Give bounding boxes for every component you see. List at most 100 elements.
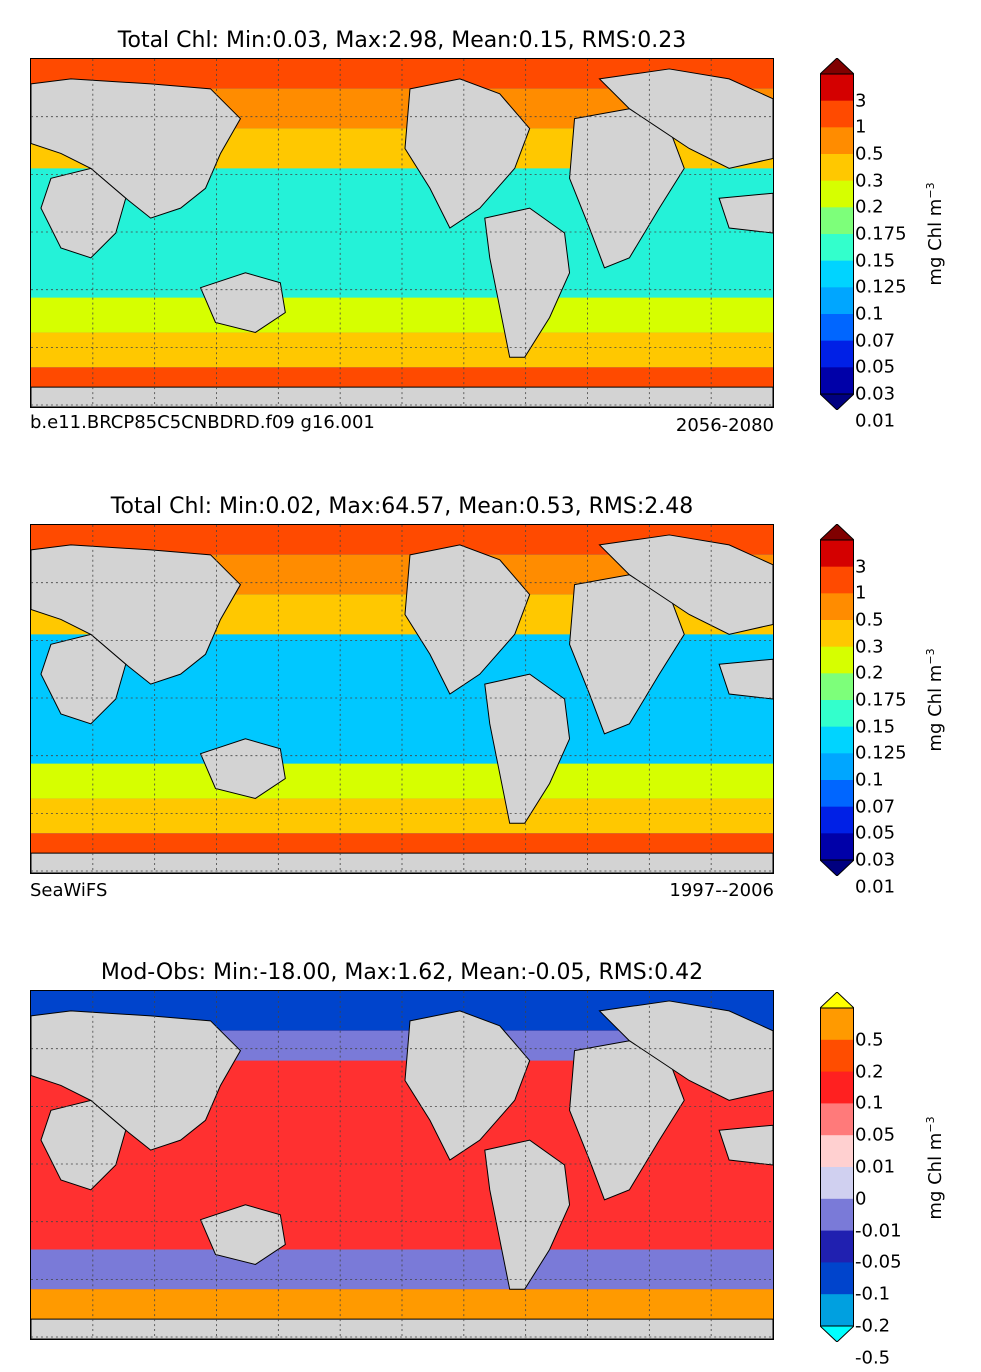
colorbar-tick-label: 0.05: [855, 822, 896, 844]
colorbar-tick-label: 0.15: [855, 716, 896, 738]
panel-title: Total Chl: Min:0.03, Max:2.98, Mean:0.15…: [117, 28, 687, 53]
colorbar-band: [820, 540, 854, 568]
colorbar-band: [820, 100, 854, 128]
colorbar-frame: [820, 73, 854, 395]
colorbar-band: [820, 1262, 854, 1295]
colorbar-tick-label: 0.125: [855, 742, 907, 764]
colorbar: [818, 523, 856, 877]
colorbar-band: [820, 74, 854, 102]
colorbar-tick-label: 0.07: [855, 330, 896, 352]
colorbar-tick-label: 0: [855, 1188, 867, 1210]
chlorophyll-map: [30, 58, 774, 408]
colorbar-band: [820, 566, 854, 594]
colorbar-band: [820, 367, 854, 395]
landmass: [718, 658, 773, 700]
colorbar-band: [820, 180, 854, 208]
colorbar-band: [820, 1008, 854, 1041]
chlorophyll-map: [30, 524, 774, 874]
colorbar-tick-label: 0.15: [855, 250, 896, 272]
landmass: [199, 272, 286, 333]
landmass: [598, 1000, 773, 1101]
colorbar-tick-label: -0.01: [855, 1220, 902, 1242]
colorbar-tick-label: 0.175: [855, 689, 907, 711]
colorbar-extend-min: [818, 1325, 856, 1343]
landmass: [199, 1204, 286, 1265]
colorbar-tick-label: 0.3: [855, 170, 884, 192]
landmass: [484, 673, 571, 824]
colorbar-tick-label: 0.07: [855, 796, 896, 818]
colorbar-tick-label: 0.3: [855, 636, 884, 658]
landmass: [31, 78, 242, 219]
colorbar-band: [820, 806, 854, 834]
caption-right: 2056-2080: [675, 415, 774, 436]
colorbar-extend-min: [818, 393, 856, 411]
colorbar-band: [820, 260, 854, 288]
colorbar-tick-label: 0.2: [855, 662, 884, 684]
landmass: [40, 1099, 127, 1191]
colorbar-tick-label: 0.05: [855, 356, 896, 378]
landmass: [199, 738, 286, 799]
colorbar-tick-label: -0.2: [855, 1315, 891, 1337]
colorbar-tick-label: 0.5: [855, 143, 884, 165]
colorbar-tick-label: -0.05: [855, 1251, 902, 1273]
colorbar-tick-label: 1: [855, 116, 867, 138]
colorbar-tick-label: 0.05: [855, 1124, 896, 1146]
colorbar-tick-label: 3: [855, 90, 867, 112]
colorbar-band: [820, 1071, 854, 1104]
colorbar: [818, 991, 856, 1343]
colorbar-band: [820, 620, 854, 648]
landmass: [484, 207, 571, 358]
colorbar-tick-label: 0.2: [855, 1061, 884, 1083]
colorbar-tick-label: 0.2: [855, 196, 884, 218]
caption-left: SeaWiFS: [30, 880, 108, 901]
colorbar-band: [820, 1167, 854, 1200]
landmass: [598, 534, 773, 635]
colorbar-band: [820, 700, 854, 728]
colorbar-band: [820, 340, 854, 368]
colorbar-tick-label: 0.01: [855, 876, 896, 898]
colorbar-frame: [820, 539, 854, 861]
colorbar-tick-label: 0.03: [855, 383, 896, 405]
colorbar-band: [820, 1039, 854, 1073]
colorbar-band: [820, 207, 854, 235]
caption-left: b.e11.BRCP85C5CNBDRD.f09 g16.001: [30, 412, 375, 433]
colorbar: [818, 57, 856, 411]
colorbar-band: [820, 287, 854, 315]
colorbar-extend-max: [818, 991, 856, 1009]
colorbar-extend-min: [818, 859, 856, 877]
landmass: [718, 1124, 773, 1166]
difference-map: [30, 990, 774, 1340]
ocean-band: [31, 1289, 773, 1320]
landmass: [404, 544, 531, 695]
colorbar-frame: [820, 1007, 854, 1327]
colorbar-band: [820, 833, 854, 861]
colorbar-tick-label: 0.125: [855, 276, 907, 298]
colorbar-band: [820, 1103, 854, 1136]
colorbar-band: [820, 646, 854, 674]
colorbar-units: mg Chl m−3: [924, 648, 946, 752]
colorbar-band: [820, 593, 854, 621]
colorbar-tick-label: 0.175: [855, 223, 907, 245]
caption-right: 1997--2006: [669, 880, 774, 901]
colorbar-units: mg Chl m−3: [924, 1116, 946, 1220]
landmass: [598, 68, 773, 169]
colorbar-extend-max: [818, 523, 856, 541]
colorbar-band: [820, 154, 854, 182]
colorbar-band: [820, 234, 854, 262]
colorbar-extend-max: [818, 57, 856, 75]
colorbar-tick-label: 0.5: [855, 609, 884, 631]
landmass: [404, 1010, 531, 1161]
colorbar-band: [820, 314, 854, 342]
colorbar-band: [820, 127, 854, 155]
colorbar-band: [820, 753, 854, 781]
colorbar-band: [820, 1135, 854, 1168]
landmass: [40, 167, 127, 259]
panel-title: Total Chl: Min:0.02, Max:64.57, Mean:0.5…: [110, 494, 694, 519]
colorbar-units: mg Chl m−3: [924, 182, 946, 286]
colorbar-band: [820, 673, 854, 701]
colorbar-tick-label: -0.5: [855, 1347, 891, 1369]
landmass: [31, 544, 242, 685]
colorbar-band: [820, 780, 854, 808]
landmass: [718, 192, 773, 234]
colorbar-tick-label: 3: [855, 556, 867, 578]
